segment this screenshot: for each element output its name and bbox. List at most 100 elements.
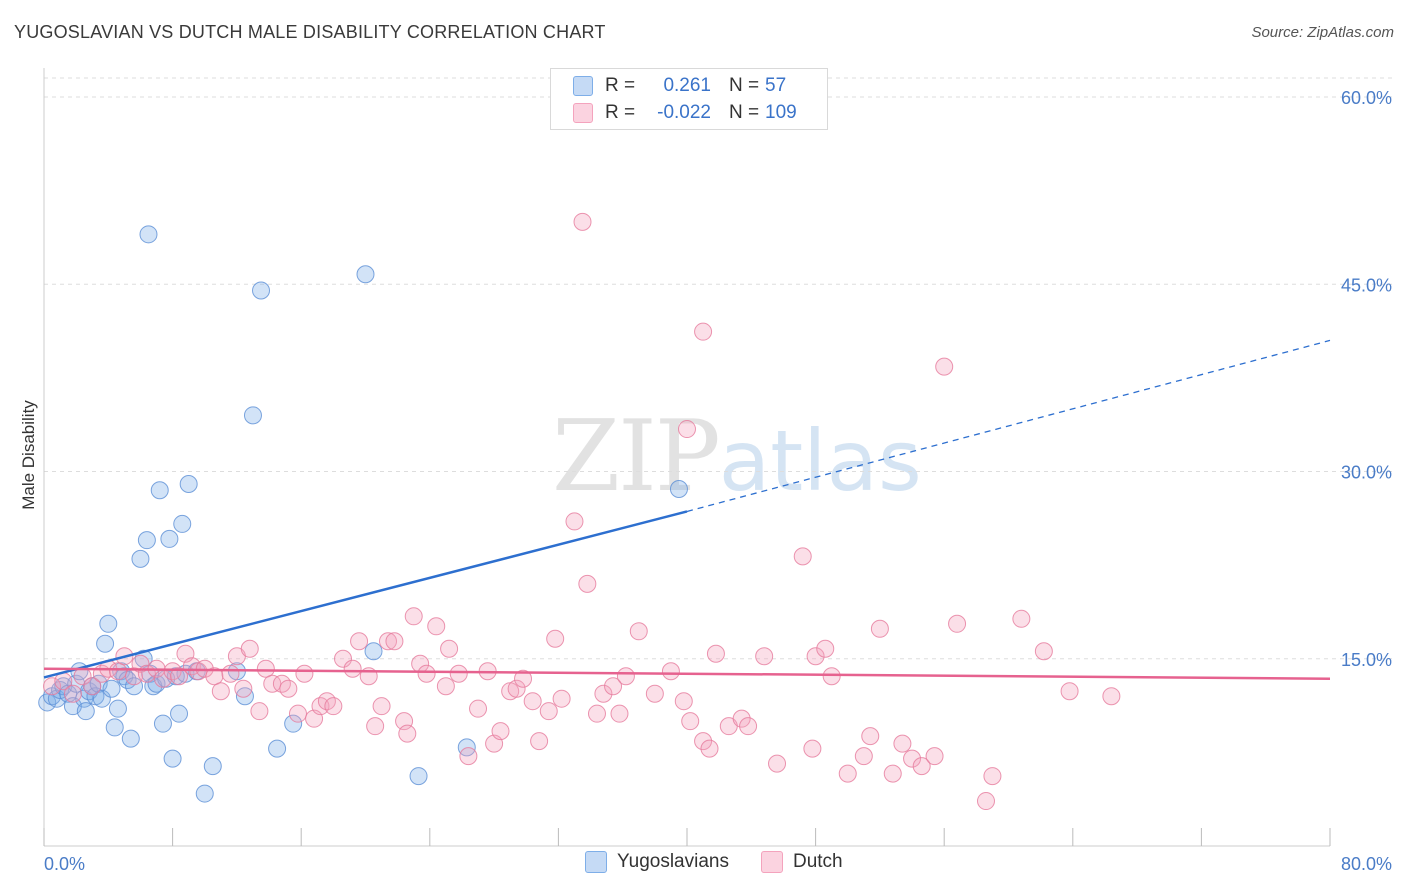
legend-row-dutch: R = -0.022 N = 109 (573, 100, 805, 126)
legend-swatch-yugoslavians (585, 851, 607, 873)
legend-swatch-yugoslavians (573, 76, 593, 96)
data-point (578, 574, 597, 593)
data-point (288, 704, 307, 723)
data-point (96, 634, 115, 653)
data-point (539, 702, 558, 721)
data-point (678, 420, 696, 439)
series-legend: Yugoslavians Dutch (585, 851, 875, 873)
data-point (514, 669, 533, 688)
y-tick-label: 60.0% (1341, 88, 1392, 108)
data-point (1060, 682, 1079, 701)
data-point (295, 664, 314, 683)
data-point (893, 734, 912, 753)
data-point (372, 697, 391, 716)
data-point (803, 739, 822, 758)
data-point (235, 687, 254, 706)
data-point (983, 767, 1002, 786)
data-point (364, 642, 383, 661)
data-point (681, 712, 700, 731)
data-point (409, 767, 428, 786)
data-point (573, 212, 592, 231)
y-tick-label: 30.0% (1341, 463, 1392, 483)
trend-line-dutch (43, 667, 1331, 680)
data-point (854, 747, 873, 766)
data-point (195, 784, 214, 803)
data-point (417, 664, 436, 683)
data-point (616, 667, 635, 686)
legend-item-yugoslavians: Yugoslavians (585, 851, 729, 873)
data-point (203, 757, 222, 776)
data-point (38, 693, 57, 712)
data-point (324, 697, 343, 716)
data-point (674, 692, 693, 711)
axes (43, 68, 1331, 847)
data-point (139, 225, 158, 244)
trend-line-yugoslavians (43, 510, 688, 679)
data-point (63, 684, 82, 703)
x-tick-label: 0.0% (44, 854, 85, 874)
y-tick-label: 45.0% (1341, 275, 1392, 295)
chart-title: YUGOSLAVIAN VS DUTCH MALE DISABILITY COR… (14, 22, 606, 42)
data-point (861, 727, 880, 746)
data-point (179, 474, 198, 493)
data-point (221, 664, 240, 683)
data-point (976, 792, 995, 811)
data-point (440, 639, 459, 658)
data-point (507, 679, 526, 698)
data-point (268, 739, 287, 758)
data-point (279, 679, 298, 698)
data-point (205, 667, 224, 686)
data-point (243, 406, 262, 425)
data-point (706, 644, 725, 663)
tick-labels: 15.0% 30.0% 45.0% 60.0% 0.0% 80.0% (44, 88, 1392, 874)
data-point (449, 664, 468, 683)
data-points (38, 212, 1121, 811)
data-point (170, 667, 189, 686)
source-credit: Source: ZipAtlas.com (1251, 24, 1394, 41)
data-point (427, 617, 446, 636)
data-point (768, 754, 787, 773)
data-point (263, 674, 282, 693)
data-point (587, 704, 606, 723)
data-point (530, 732, 549, 751)
data-point (404, 607, 423, 626)
data-point (755, 647, 774, 666)
data-point (105, 718, 124, 737)
data-point (806, 647, 825, 666)
data-point (669, 479, 688, 498)
data-point (102, 679, 121, 698)
data-point (883, 764, 902, 783)
watermark-zip: ZIP (552, 400, 721, 514)
trend-extension-yugoslavians (686, 339, 1331, 513)
data-point (256, 659, 275, 678)
data-point (137, 531, 156, 550)
data-point (211, 682, 230, 701)
data-point (552, 689, 571, 708)
data-point (822, 667, 841, 686)
data-point (912, 757, 931, 776)
data-point (356, 265, 375, 284)
r-label: R = (605, 102, 636, 123)
data-point (870, 619, 889, 638)
legend-row-yugoslavians: R = 0.261 N = 57 (573, 73, 805, 99)
legend-item-dutch: Dutch (760, 851, 843, 873)
data-point (150, 481, 169, 500)
data-point (252, 281, 271, 300)
data-point (739, 717, 758, 736)
data-point (732, 709, 751, 728)
data-point (234, 679, 253, 698)
data-point (903, 749, 922, 768)
data-point (108, 662, 127, 681)
trend-lines (43, 339, 1331, 680)
legend-swatch-dutch (573, 103, 593, 123)
data-point (385, 632, 404, 651)
data-point (700, 739, 719, 758)
data-point (350, 632, 369, 651)
data-point (645, 684, 664, 703)
data-point (523, 692, 542, 711)
data-point (816, 639, 835, 658)
data-point (948, 614, 967, 633)
data-point (153, 714, 172, 733)
data-point (240, 639, 259, 658)
